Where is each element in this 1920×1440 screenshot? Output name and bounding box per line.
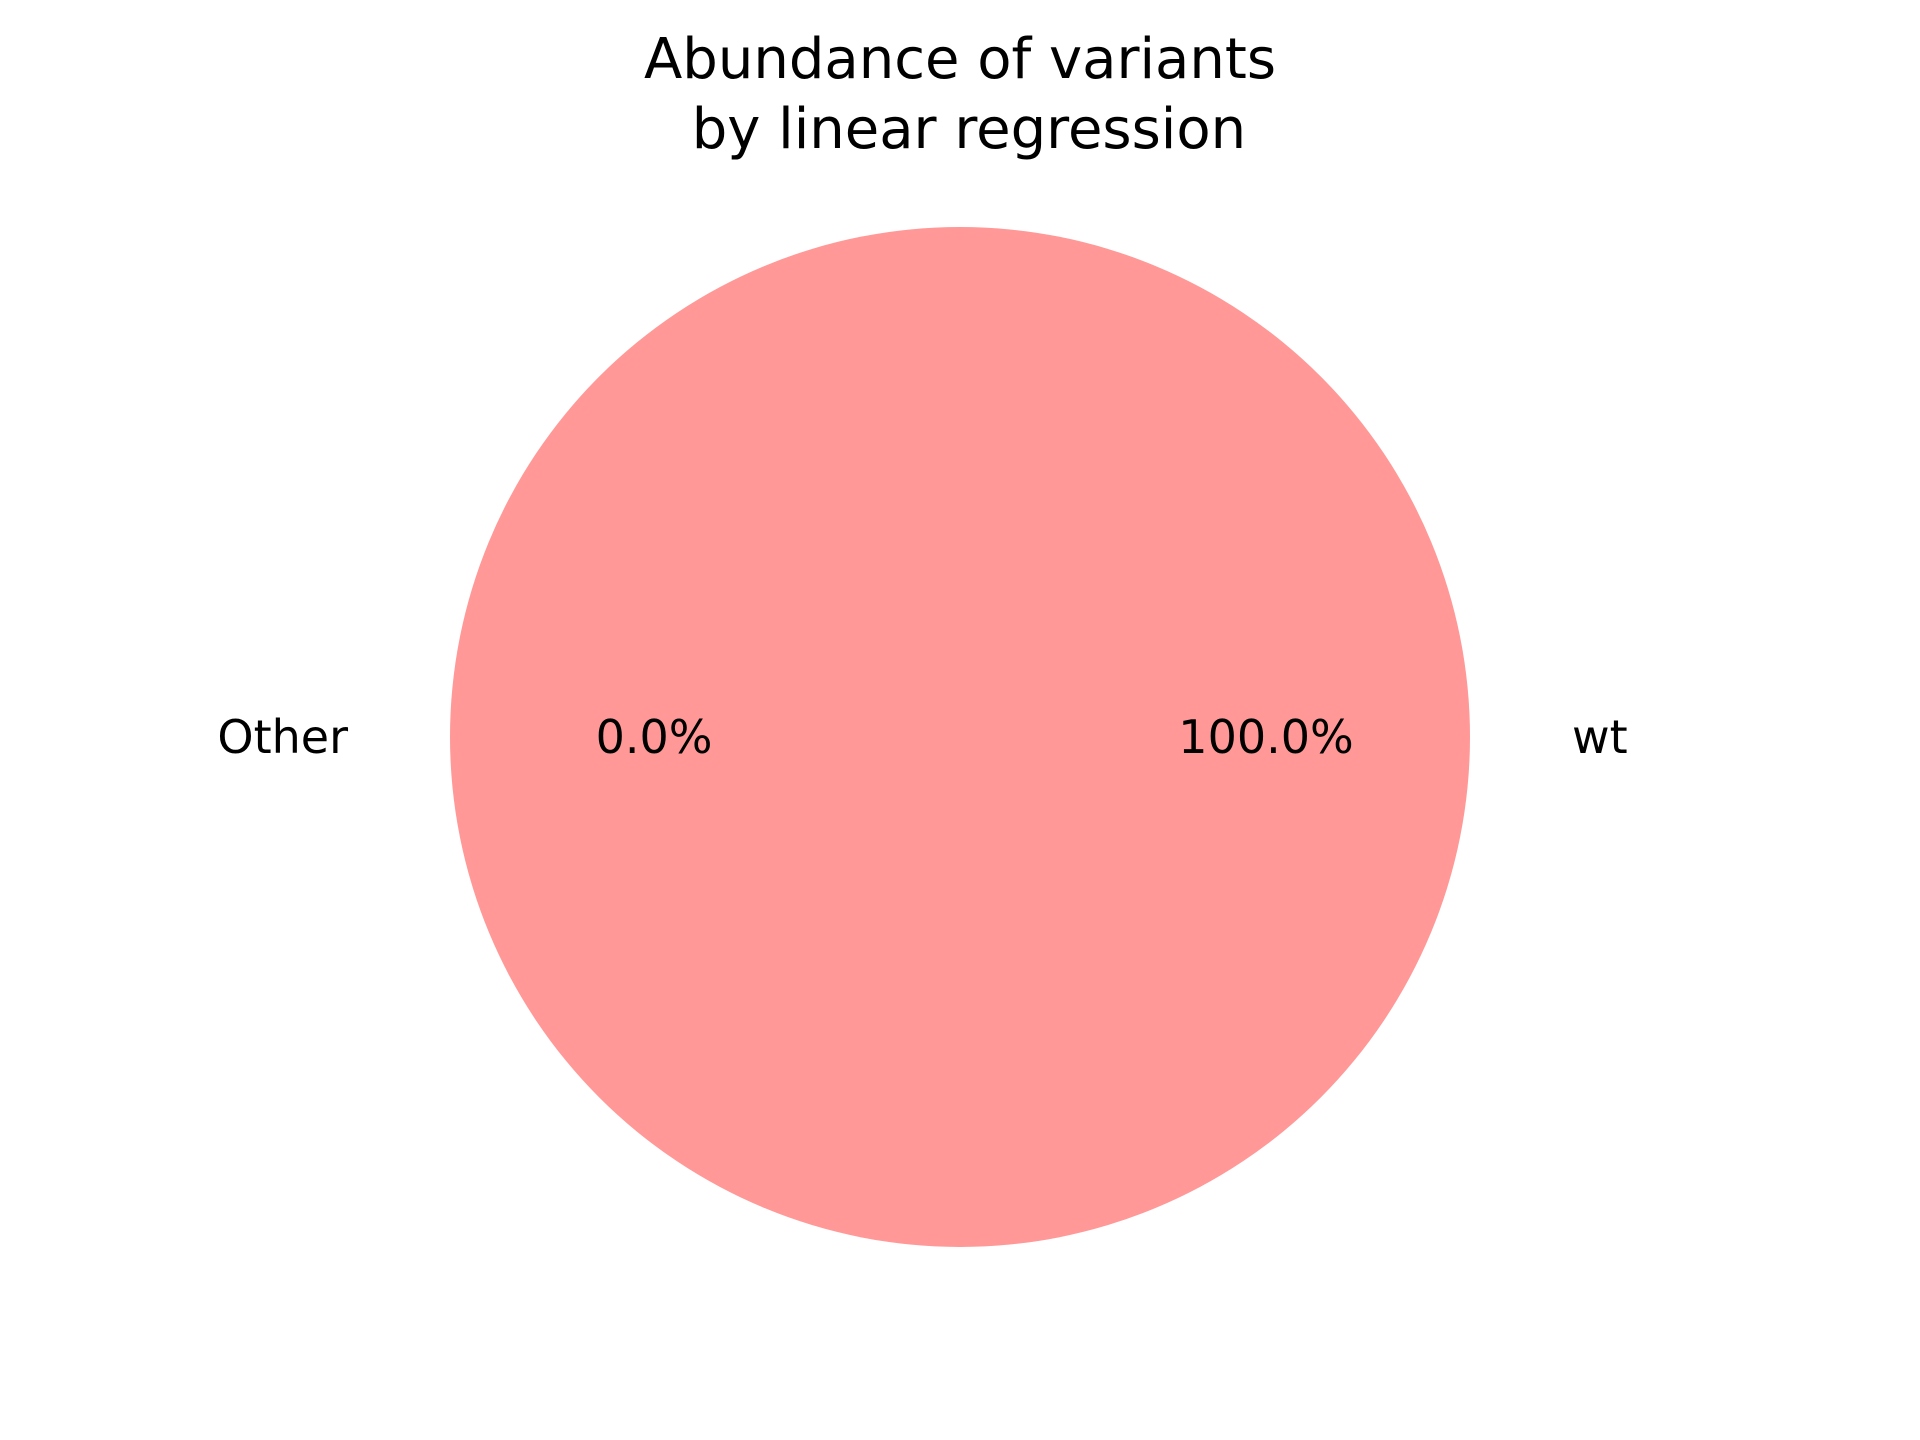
slice-label-other: Other (217, 710, 348, 764)
chart-title-line-1: Abundance of variants (644, 27, 1276, 92)
chart-title-line-2: by linear regression (673, 97, 1247, 162)
slice-percent-wt: 100.0% (1178, 710, 1353, 764)
pie-slice-wt (450, 227, 1470, 1247)
slice-label-wt: wt (1572, 710, 1628, 764)
slice-percent-other: 0.0% (596, 710, 713, 764)
